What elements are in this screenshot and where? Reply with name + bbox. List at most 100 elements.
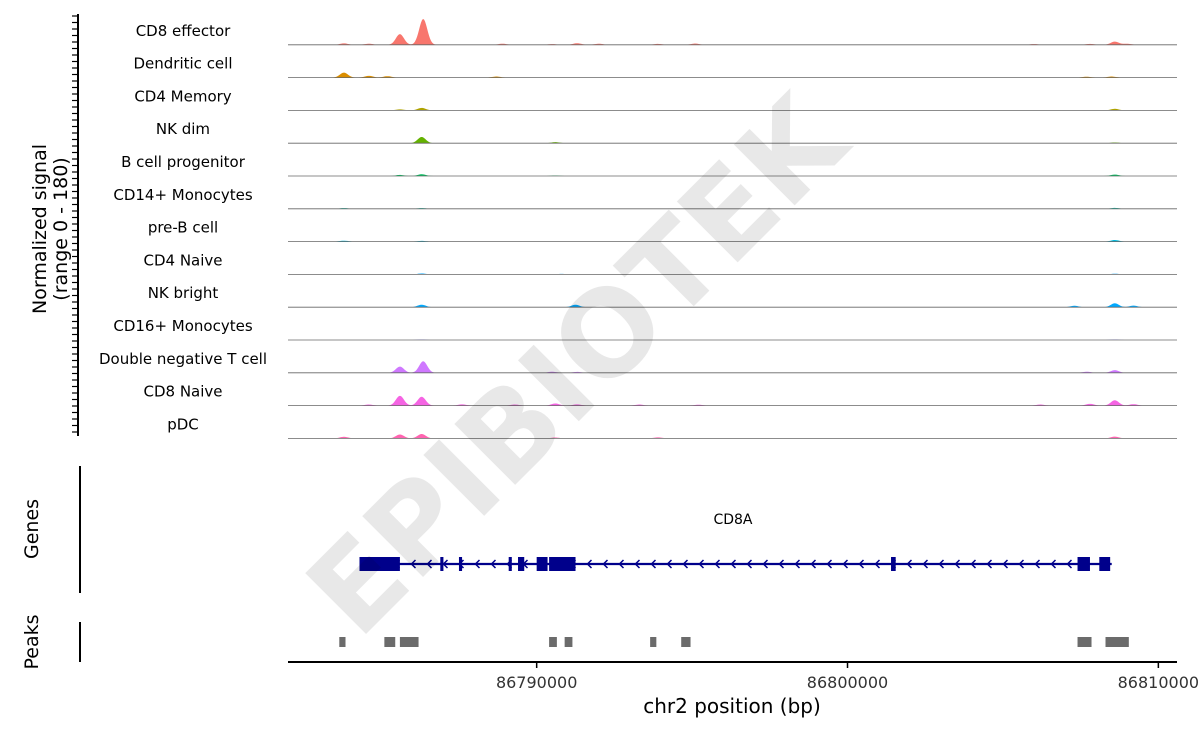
track-13: pDC — [167, 415, 1177, 439]
strand-arrow — [586, 559, 593, 569]
strand-arrow — [922, 559, 929, 569]
track-label: CD4 Naive — [143, 251, 222, 269]
x-tick-label: 86800000 — [807, 673, 888, 692]
strand-arrow — [1034, 559, 1041, 569]
strand-arrow — [938, 559, 945, 569]
track-4: NK dim — [156, 120, 1177, 144]
track-label: CD8 effector — [136, 22, 231, 40]
strand-arrow — [842, 559, 849, 569]
strand-arrow — [714, 559, 721, 569]
strand-arrow — [602, 559, 609, 569]
track-5: B cell progenitor — [121, 153, 1177, 177]
strand-arrow — [1002, 559, 1009, 569]
signal-area — [288, 361, 1177, 373]
x-axis-label: chr2 position (bp) — [643, 694, 821, 718]
strand-arrow — [490, 559, 497, 569]
track-12: CD8 Naive — [143, 383, 1177, 407]
signal-area — [288, 72, 1177, 78]
track-8: CD4 Naive — [143, 251, 1177, 275]
strand-arrow — [970, 559, 977, 569]
strand-arrow — [682, 559, 689, 569]
strand-arrow — [730, 559, 737, 569]
track-label: pre-B cell — [148, 219, 218, 237]
genes-track-label: Genes — [21, 499, 43, 559]
watermark: EPIBIOTEK — [281, 67, 875, 661]
track-2: Dendritic cell — [133, 55, 1177, 78]
track-label: CD14+ Monocytes — [113, 186, 252, 204]
gene-exon — [549, 557, 576, 571]
peak-blocks — [339, 637, 1129, 647]
track-6: CD14+ Monocytes — [113, 186, 1177, 210]
track-10: CD16+ Monocytes — [113, 317, 1177, 341]
strand-arrow — [986, 559, 993, 569]
y-axis-ticks — [72, 15, 78, 433]
peak-block — [564, 637, 573, 647]
peak-block — [1077, 637, 1092, 647]
peak-block — [339, 637, 346, 647]
signal-area — [288, 395, 1177, 406]
strand-arrow — [746, 559, 753, 569]
strand-arrow — [762, 559, 769, 569]
peak-block — [549, 637, 557, 647]
strand-arrow — [474, 559, 481, 569]
gene-exon — [359, 557, 400, 571]
strand-arrow — [442, 559, 449, 569]
strand-arrow — [1066, 559, 1073, 569]
gene-exon — [536, 557, 548, 571]
strand-arrow — [810, 559, 817, 569]
track-label: NK bright — [148, 284, 219, 302]
track-label: CD16+ Monocytes — [113, 317, 252, 335]
strand-arrow — [666, 559, 673, 569]
gene-exon — [1077, 557, 1090, 571]
strand-arrow — [1050, 559, 1057, 569]
track-3: CD4 Memory — [134, 87, 1177, 111]
x-axis: 86790000 86800000 86810000 chr2 position (… — [288, 661, 1199, 718]
signal-area — [288, 19, 1177, 45]
track-label: NK dim — [156, 120, 210, 138]
track-11: Double negative T cell — [99, 350, 1177, 374]
strand-arrow — [634, 559, 641, 569]
x-tick-label: 86810000 — [1118, 673, 1199, 692]
track-label: Dendritic cell — [133, 55, 232, 73]
peak-block — [650, 637, 657, 647]
peak-block — [399, 637, 419, 647]
track-label: CD4 Memory — [134, 87, 231, 105]
strand-arrow — [650, 559, 657, 569]
peak-block — [384, 637, 396, 647]
strand-arrow — [858, 559, 865, 569]
gene-exon — [508, 557, 512, 571]
strand-arrow — [426, 559, 433, 569]
gene-exon — [458, 557, 463, 571]
gene-exon — [518, 557, 525, 571]
strand-arrow — [874, 559, 881, 569]
peaks-track-label: Peaks — [21, 614, 43, 669]
strand-arrow — [618, 559, 625, 569]
track-9: NK bright — [148, 284, 1177, 308]
track-label: B cell progenitor — [121, 153, 246, 171]
gene-name-label: CD8A — [713, 512, 752, 528]
track-label: pDC — [167, 415, 199, 433]
gene-exon — [891, 557, 896, 571]
strand-arrow — [778, 559, 785, 569]
strand-arrow — [826, 559, 833, 569]
peak-block — [681, 637, 691, 647]
strand-arrow — [410, 559, 417, 569]
x-axis-ticks: 86790000 86800000 86810000 — [496, 662, 1199, 692]
track-1: CD8 effector — [136, 19, 1177, 46]
track-label: CD8 Naive — [143, 383, 222, 401]
genes-track: Genes CD8A — [21, 466, 1112, 593]
y-axis-label-line2: (range 0 - 180) — [50, 157, 72, 300]
gene-exon — [440, 557, 444, 571]
peak-block — [1105, 637, 1129, 647]
peaks-track: Peaks — [21, 614, 1129, 670]
y-axis: Normalized signal (range 0 - 180) — [29, 14, 79, 436]
track-label: Double negative T cell — [99, 350, 267, 368]
strand-arrow — [698, 559, 705, 569]
strand-arrow — [1018, 559, 1025, 569]
x-tick-label: 86790000 — [496, 673, 577, 692]
strand-arrow — [954, 559, 961, 569]
strand-arrow — [794, 559, 801, 569]
strand-arrow — [906, 559, 913, 569]
coverage-tracks: CD8 effector Dendritic cell CD4 Memory NK d… — [99, 19, 1177, 439]
